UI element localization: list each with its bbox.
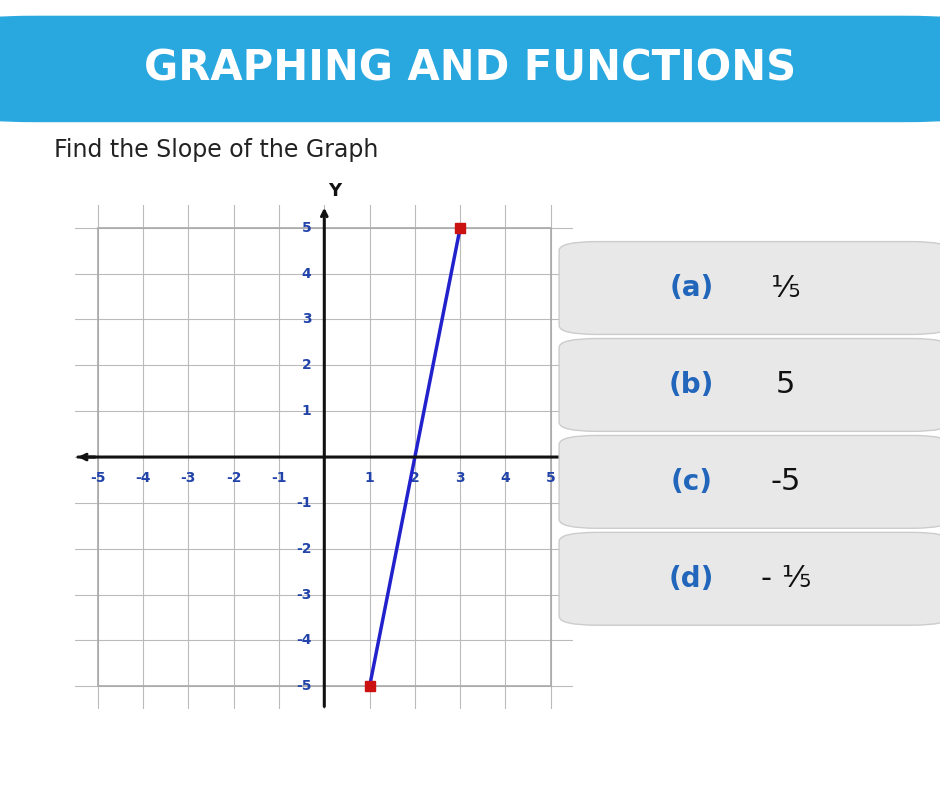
Text: (b): (b): [668, 371, 714, 399]
Text: (c): (c): [670, 468, 713, 496]
Text: 5: 5: [546, 470, 556, 485]
Text: Find the Slope of the Graph: Find the Slope of the Graph: [54, 138, 379, 162]
Text: - ⅕: - ⅕: [760, 564, 811, 593]
Text: -3: -3: [180, 470, 196, 485]
Text: 5: 5: [302, 221, 312, 235]
Text: -5: -5: [90, 470, 105, 485]
Text: 1: 1: [365, 470, 374, 485]
FancyBboxPatch shape: [559, 339, 940, 431]
Text: -2: -2: [296, 541, 312, 556]
Text: -5: -5: [771, 467, 801, 496]
Text: GRAPHING AND FUNCTIONS: GRAPHING AND FUNCTIONS: [144, 48, 796, 90]
Text: -5: -5: [296, 679, 312, 693]
Text: 4: 4: [302, 266, 312, 281]
Text: -2: -2: [226, 470, 242, 485]
Text: X: X: [578, 449, 592, 467]
Text: (d): (d): [668, 565, 714, 593]
FancyBboxPatch shape: [559, 533, 940, 625]
Text: ⅕: ⅕: [771, 273, 801, 303]
Text: 5: 5: [776, 370, 795, 400]
Text: -1: -1: [296, 496, 312, 510]
Text: -1: -1: [272, 470, 287, 485]
Text: 2: 2: [410, 470, 420, 485]
Text: 3: 3: [302, 313, 312, 326]
FancyBboxPatch shape: [559, 242, 940, 334]
Text: 4: 4: [501, 470, 510, 485]
Text: -4: -4: [296, 634, 312, 648]
Text: (a): (a): [669, 274, 713, 302]
Text: 3: 3: [455, 470, 465, 485]
Text: -4: -4: [135, 470, 151, 485]
FancyBboxPatch shape: [0, 17, 940, 121]
Text: 2: 2: [302, 359, 312, 373]
Text: Y: Y: [328, 182, 341, 200]
Text: 1: 1: [302, 404, 312, 418]
Text: -3: -3: [296, 588, 312, 601]
FancyBboxPatch shape: [559, 436, 940, 528]
